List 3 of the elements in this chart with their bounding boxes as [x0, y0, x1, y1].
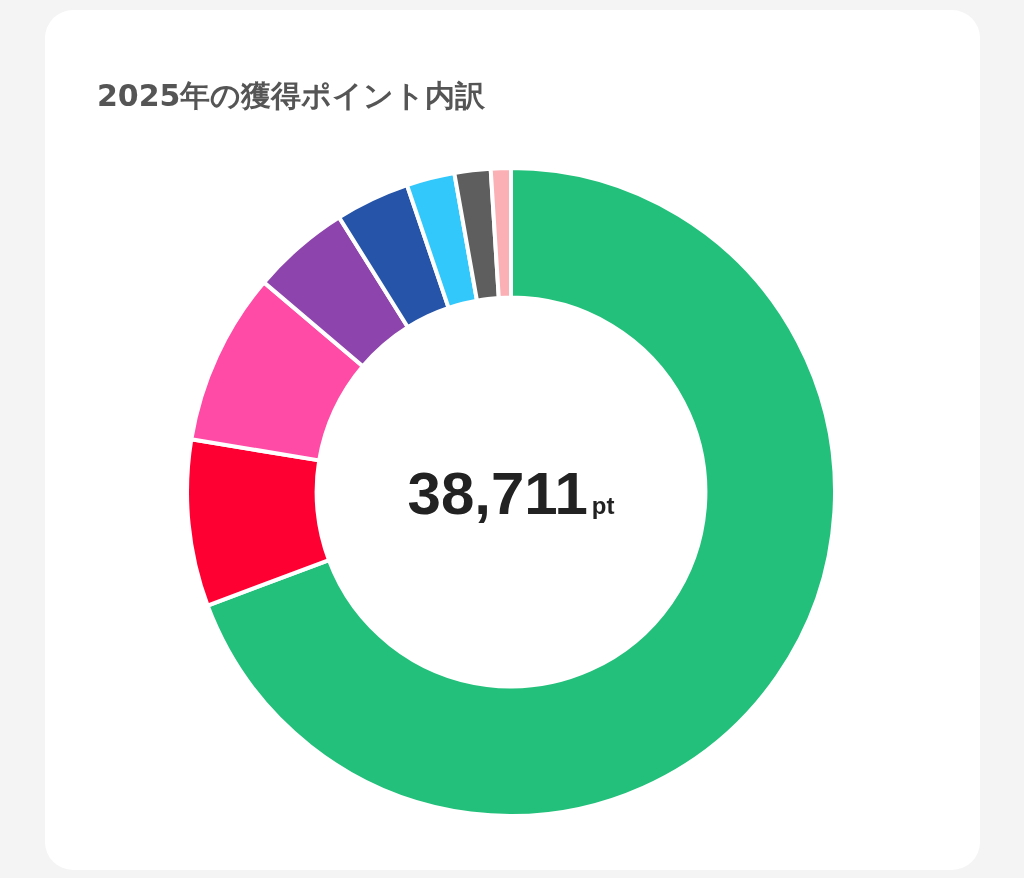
text: pt — [591, 492, 615, 519]
text: 38,711 — [407, 460, 588, 527]
chart-title: 2025年の獲得ポイント内訳 — [97, 77, 486, 115]
